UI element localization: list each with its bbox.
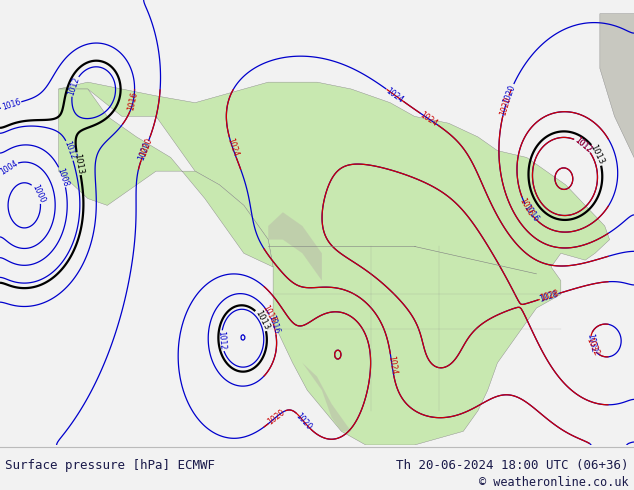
- Polygon shape: [58, 89, 273, 267]
- Text: 1020: 1020: [498, 95, 513, 116]
- Text: 1012: 1012: [67, 76, 81, 97]
- Text: © weatheronline.co.uk: © weatheronline.co.uk: [479, 476, 629, 489]
- Text: 1016: 1016: [261, 303, 278, 325]
- Polygon shape: [268, 212, 322, 281]
- Text: 1013: 1013: [589, 143, 606, 166]
- Text: 1032: 1032: [585, 332, 597, 353]
- Text: 1024: 1024: [225, 137, 240, 158]
- Polygon shape: [600, 14, 634, 171]
- Text: 1032: 1032: [585, 336, 600, 357]
- Text: 1012: 1012: [573, 135, 593, 154]
- Text: Surface pressure [hPa] ECMWF: Surface pressure [hPa] ECMWF: [5, 459, 215, 471]
- Text: 1020: 1020: [137, 141, 152, 162]
- Text: 1024: 1024: [384, 86, 405, 104]
- Text: 1013: 1013: [72, 152, 85, 175]
- Text: 1016: 1016: [1, 98, 22, 112]
- Text: Th 20-06-2024 18:00 UTC (06+36): Th 20-06-2024 18:00 UTC (06+36): [396, 459, 629, 471]
- Text: 1000: 1000: [30, 183, 46, 204]
- Text: 1004: 1004: [0, 159, 19, 177]
- Text: 1028: 1028: [540, 289, 560, 303]
- Text: 1013: 1013: [253, 309, 271, 332]
- Text: 1028: 1028: [538, 290, 559, 304]
- Text: 1024: 1024: [386, 354, 398, 375]
- Text: 1012: 1012: [573, 135, 593, 154]
- Text: 1024: 1024: [418, 110, 439, 128]
- Text: 1020: 1020: [138, 136, 154, 158]
- Text: 1008: 1008: [55, 167, 70, 188]
- Text: 1020: 1020: [294, 411, 313, 431]
- Text: 1012: 1012: [62, 140, 77, 161]
- Text: 1016: 1016: [127, 91, 139, 112]
- Polygon shape: [302, 363, 351, 431]
- Text: 1020: 1020: [502, 83, 517, 104]
- Text: 1012: 1012: [216, 331, 227, 351]
- Text: 1016: 1016: [266, 314, 281, 335]
- Polygon shape: [58, 82, 610, 445]
- Text: 1016: 1016: [521, 203, 540, 223]
- Text: 1016: 1016: [518, 196, 535, 218]
- Text: 1020: 1020: [266, 407, 287, 426]
